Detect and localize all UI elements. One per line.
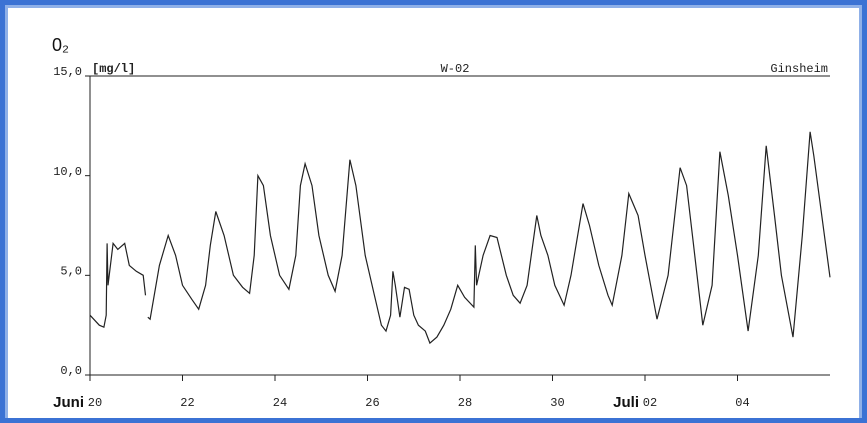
y-tick-label: 15,0 xyxy=(53,65,82,79)
location-label: Ginsheim xyxy=(770,62,828,76)
y-tick-label: 5,0 xyxy=(60,265,82,279)
x-tick-label: 26 xyxy=(365,396,379,410)
x-tick-label: 30 xyxy=(550,396,564,410)
data-line xyxy=(89,131,831,345)
station-label: W-02 xyxy=(441,62,470,76)
unit-label: [mg/l] xyxy=(92,62,135,76)
y-tick-label: 0,0 xyxy=(60,364,82,378)
x-tick-label: 28 xyxy=(458,396,472,410)
x-tick-label: 22 xyxy=(180,396,194,410)
x-tick-label: 24 xyxy=(273,396,287,410)
month-label: Juni xyxy=(53,394,84,411)
chart-title: 0₂ xyxy=(52,35,69,55)
x-tick-label: 02 xyxy=(643,396,657,410)
month-label: Juli xyxy=(613,394,639,411)
x-tick-label: 20 xyxy=(88,396,102,410)
x-tick-label: 04 xyxy=(735,396,749,410)
y-tick-label: 10,0 xyxy=(53,165,82,179)
